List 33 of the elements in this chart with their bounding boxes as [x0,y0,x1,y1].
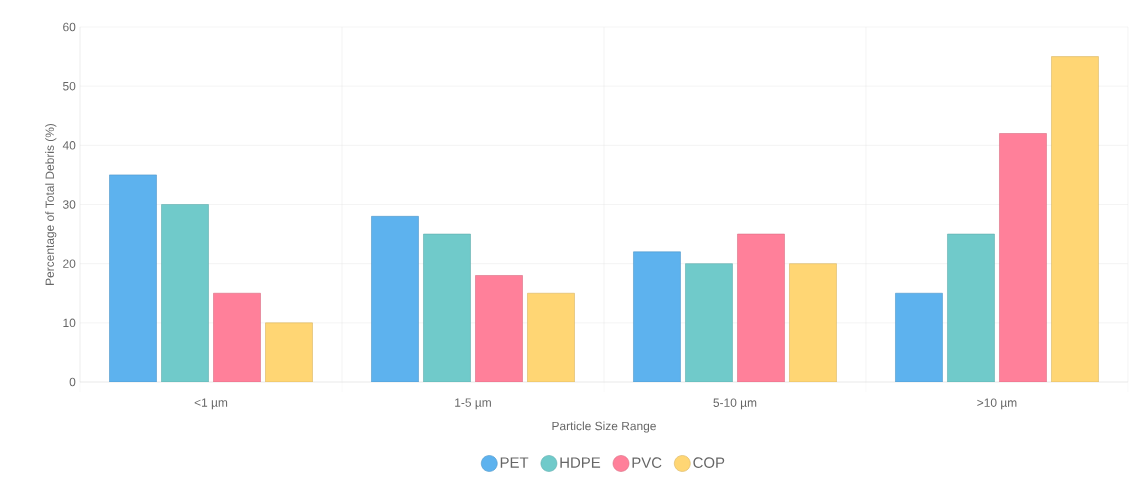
y-tick-label: 60 [63,22,76,32]
bar [109,174,157,382]
bar [161,204,209,382]
y-tick-label: 10 [63,318,76,328]
x-tick-label: <1 µm [194,398,228,410]
bar [789,263,837,382]
x-tick-label: 5-10 µm [713,398,757,410]
bar [527,292,575,382]
x-axis-title: Particle Size Range [552,421,656,433]
bar [475,275,523,382]
legend-label: HDPE [560,457,601,468]
y-tick-label: 40 [62,141,76,150]
bar [371,216,419,382]
legend-label: PVC [632,457,662,468]
legend-label: COP [693,457,725,468]
y-tick-label: 50 [63,81,76,91]
bar [895,292,943,382]
bar [737,233,785,382]
bar [947,233,995,382]
y-tick-label: 20 [63,259,76,268]
bar [265,322,313,382]
bar [423,233,471,382]
y-axis-title: Percentage of Total Debris (%) [45,123,57,285]
bar [685,263,733,382]
x-tick-label: >10 µm [977,398,1017,410]
y-tick-label: 30 [62,200,76,209]
bar [633,251,681,382]
x-tick-label: 1-5 µm [455,398,491,410]
bar [1051,56,1099,382]
y-tick-label: 0 [69,377,76,387]
bar [213,292,261,382]
bar [999,133,1047,382]
legend-label: PET [500,457,529,468]
